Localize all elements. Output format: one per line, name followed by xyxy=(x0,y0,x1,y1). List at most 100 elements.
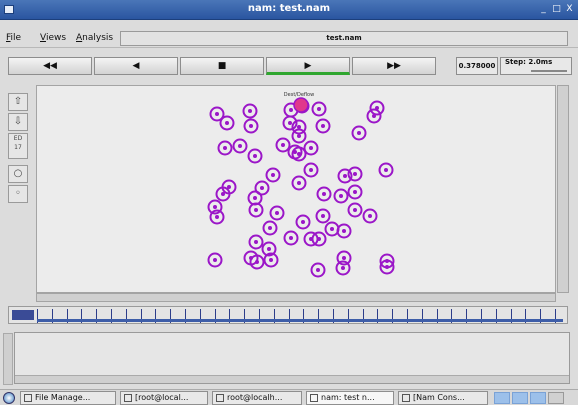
highlighted-node[interactable] xyxy=(293,97,309,113)
edit-button[interactable]: ED 17 xyxy=(8,133,28,159)
network-node[interactable] xyxy=(291,146,307,162)
task-file-manager[interactable]: File Manage... xyxy=(20,391,116,405)
link-tool-button[interactable]: ◦ xyxy=(8,185,28,203)
network-node-label xyxy=(248,109,252,113)
step-back-button[interactable]: ◀ xyxy=(94,57,178,75)
time-readout: 0.378000 xyxy=(456,57,498,75)
network-node[interactable] xyxy=(336,250,352,266)
fast-forward-button[interactable]: ▶▶ xyxy=(352,57,436,75)
network-node[interactable] xyxy=(316,186,332,202)
zoom-out-button[interactable]: ⇩ xyxy=(8,113,28,131)
network-node[interactable] xyxy=(247,148,263,164)
menu-views[interactable]: Views xyxy=(40,33,67,43)
network-node[interactable] xyxy=(295,214,311,230)
network-node[interactable] xyxy=(291,119,307,135)
minimize-button[interactable]: _ xyxy=(541,4,546,14)
network-node[interactable] xyxy=(336,223,352,239)
network-node[interactable] xyxy=(262,220,278,236)
menu-analysis[interactable]: Analysis xyxy=(76,33,114,43)
workspace-2[interactable] xyxy=(512,392,528,404)
network-node[interactable] xyxy=(337,168,353,184)
network-node[interactable] xyxy=(232,138,248,154)
timeline-tick xyxy=(111,309,112,323)
network-node[interactable] xyxy=(291,128,307,144)
network-node[interactable] xyxy=(311,101,327,117)
menu-file[interactable]: File xyxy=(6,33,22,43)
panel-scrollbar[interactable] xyxy=(15,375,569,383)
step-control[interactable]: Step: 2.0ms xyxy=(500,57,572,75)
network-node[interactable] xyxy=(248,234,264,250)
play-button[interactable]: ▶ xyxy=(266,57,350,75)
network-node[interactable] xyxy=(347,202,363,218)
network-node[interactable] xyxy=(366,108,382,124)
network-node[interactable] xyxy=(362,208,378,224)
network-node[interactable] xyxy=(249,254,265,270)
network-node-label xyxy=(322,192,326,196)
network-node[interactable] xyxy=(209,209,225,225)
node-tool-button[interactable]: ○ xyxy=(8,165,28,183)
network-node[interactable] xyxy=(207,252,223,268)
network-node[interactable] xyxy=(263,252,279,268)
vertical-scrollbar[interactable] xyxy=(557,85,569,293)
network-node[interactable] xyxy=(217,140,233,156)
network-node-label xyxy=(297,181,301,185)
network-node[interactable] xyxy=(311,231,327,247)
network-node[interactable] xyxy=(282,115,298,131)
zoom-in-button[interactable]: ⇧ xyxy=(8,93,28,111)
step-slider[interactable] xyxy=(531,70,567,72)
close-button[interactable]: X xyxy=(566,4,573,14)
network-node[interactable] xyxy=(275,137,291,153)
maximize-button[interactable]: □ xyxy=(552,4,561,14)
network-node[interactable] xyxy=(291,175,307,191)
workspace-3[interactable] xyxy=(530,392,546,404)
timeline-ticks xyxy=(37,309,563,323)
network-node[interactable] xyxy=(379,259,395,275)
panel-scroll-handle[interactable] xyxy=(3,333,13,385)
timeline-slider[interactable] xyxy=(8,306,568,324)
network-node[interactable] xyxy=(303,140,319,156)
network-node[interactable] xyxy=(315,208,331,224)
network-node[interactable] xyxy=(369,100,385,116)
network-node[interactable] xyxy=(254,180,270,196)
network-node[interactable] xyxy=(269,205,285,221)
task-terminal-1[interactable]: [root@local... xyxy=(120,391,208,405)
network-node[interactable] xyxy=(219,115,235,131)
network-node[interactable] xyxy=(209,106,225,122)
task-terminal-2[interactable]: root@localh... xyxy=(212,391,302,405)
network-node[interactable] xyxy=(303,162,319,178)
network-node[interactable] xyxy=(310,262,326,278)
horizontal-scrollbar[interactable] xyxy=(36,293,556,302)
terminal-icon xyxy=(124,394,132,402)
rewind-button[interactable]: ◀◀ xyxy=(8,57,92,75)
network-node[interactable] xyxy=(265,167,281,183)
network-node-label xyxy=(271,173,275,177)
network-canvas[interactable]: Dest/Deflow xyxy=(36,85,556,293)
network-node[interactable] xyxy=(351,125,367,141)
network-node[interactable] xyxy=(207,199,223,215)
network-node[interactable] xyxy=(347,166,363,182)
timeline-tick xyxy=(540,309,542,323)
network-node-label xyxy=(316,268,320,272)
network-node[interactable] xyxy=(283,230,299,246)
start-menu-icon[interactable] xyxy=(3,392,15,404)
network-node[interactable] xyxy=(261,241,277,257)
network-node[interactable] xyxy=(248,202,264,218)
network-node[interactable] xyxy=(335,260,351,276)
network-node-label xyxy=(268,226,272,230)
network-node[interactable] xyxy=(378,162,394,178)
timeline-tick xyxy=(185,309,186,323)
task-nam[interactable]: nam: test n... xyxy=(306,391,394,405)
timeline-tick xyxy=(510,309,512,323)
task-nam-console[interactable]: [Nam Cons... xyxy=(398,391,488,405)
network-node[interactable] xyxy=(347,184,363,200)
workspace-1[interactable] xyxy=(494,392,510,404)
stop-button[interactable]: ■ xyxy=(180,57,264,75)
network-node[interactable] xyxy=(243,118,259,134)
network-node[interactable] xyxy=(333,188,349,204)
annotation-panel[interactable] xyxy=(3,332,570,385)
network-node[interactable] xyxy=(242,103,258,119)
workspace-4[interactable] xyxy=(548,392,564,404)
network-node[interactable] xyxy=(215,186,231,202)
network-node[interactable] xyxy=(315,118,331,134)
timeline-tick xyxy=(170,309,172,323)
